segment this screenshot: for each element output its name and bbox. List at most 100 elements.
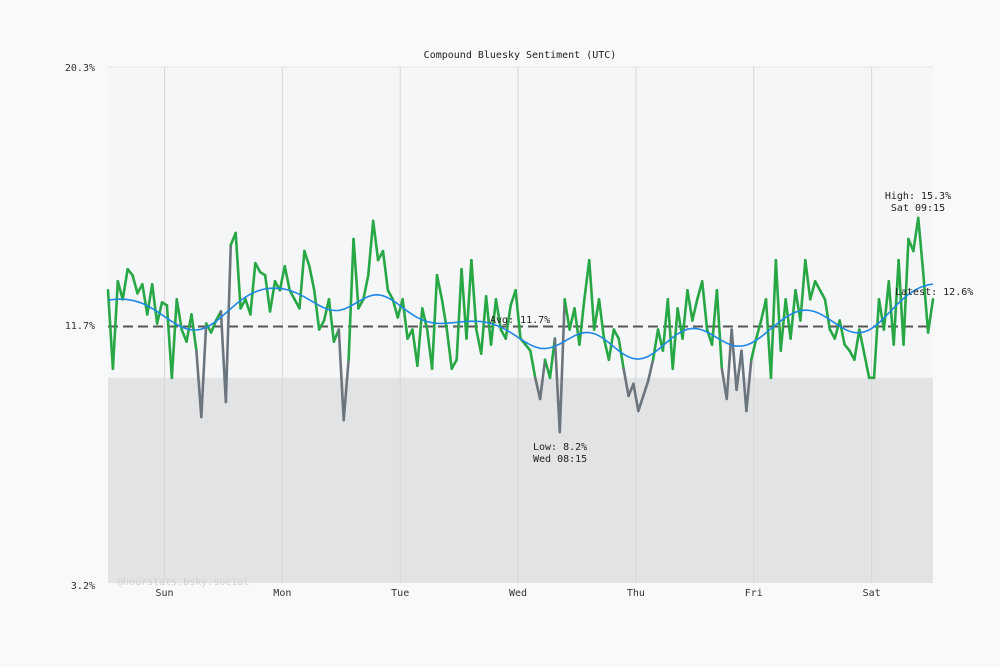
series-segment [912, 216, 920, 253]
series-segment [479, 295, 488, 355]
series-segment [597, 298, 606, 340]
series-segment [804, 258, 812, 301]
series-segment [558, 298, 566, 434]
x-tick-label: Mon [273, 588, 291, 599]
series-segment [504, 304, 512, 340]
series-segment [592, 298, 601, 331]
series-segment [381, 249, 390, 292]
chart-title: Compound Bluesky Sentiment (UTC) [424, 50, 617, 61]
series-segment [312, 288, 321, 331]
series-segment [617, 337, 625, 371]
negative-band [108, 377, 933, 583]
low-label: Low: 8.2% [533, 442, 587, 453]
series-segment [190, 313, 198, 352]
series-segment [916, 216, 925, 274]
series-segment [902, 237, 910, 346]
trend-line [107, 283, 934, 360]
series-segment [754, 319, 763, 340]
series-segment [337, 328, 346, 422]
series-segment [352, 237, 360, 310]
series-segment [366, 219, 375, 277]
x-axis: Sun Mon Tue Wed Thu Fri Sat [155, 588, 880, 599]
y-axis: 20.3% 11.7% 3.2% [65, 63, 95, 592]
high-time-label: Sat 09:15 [891, 203, 945, 214]
series-segment [131, 273, 139, 295]
series-segment [578, 298, 586, 346]
series-segment [308, 264, 316, 292]
series-segment [882, 279, 891, 331]
series-segment [725, 328, 733, 401]
series-segment [926, 298, 935, 334]
series-segment [897, 258, 905, 346]
series-segment [671, 307, 679, 371]
series-segment [234, 231, 242, 310]
series-segment [303, 249, 311, 268]
series-segment [489, 298, 498, 346]
series-segment [386, 288, 395, 301]
series-segment [745, 358, 753, 413]
series-segment [641, 379, 650, 398]
series-segment [327, 298, 336, 343]
series-segment [263, 273, 272, 313]
x-tick-label: Tue [391, 588, 409, 599]
series-segment [362, 273, 370, 301]
sentiment-series [106, 216, 935, 434]
watermark: @hourstats.bsky.social [117, 577, 249, 588]
series-segment [145, 282, 154, 316]
series-segment [853, 328, 861, 362]
series-segment [862, 352, 871, 380]
series-segment [892, 258, 900, 346]
x-tick-label: Thu [627, 588, 645, 599]
series-segment [150, 282, 159, 325]
x-tick-label: Fri [745, 588, 763, 599]
series-segment [165, 304, 174, 380]
series-segment [538, 358, 547, 401]
series-segment [317, 319, 326, 331]
series-segment [298, 249, 306, 310]
series-segment [887, 279, 896, 346]
series-segment [288, 288, 296, 301]
series-segment [691, 298, 699, 322]
y-tick-label: 20.3% [65, 63, 95, 74]
series-segment [877, 298, 886, 331]
series-segment [342, 358, 350, 422]
series-segment [455, 267, 463, 362]
series-segment [170, 298, 179, 380]
avg-label: Avg: 11.7% [490, 315, 550, 326]
series-segment [111, 279, 120, 371]
series-segment [514, 288, 522, 340]
series-segment [921, 270, 930, 334]
series-segment [224, 243, 233, 404]
latest-label: Latest: 12.6% [895, 287, 973, 298]
y-tick-label: 11.7% [65, 321, 95, 332]
y-tick-label: 3.2% [71, 581, 95, 592]
series-segment [813, 279, 822, 292]
series-segment [676, 307, 684, 340]
series-segment [268, 279, 277, 313]
series-segment [195, 349, 203, 419]
series-segment [686, 288, 694, 322]
series-segment [833, 319, 841, 340]
series-segment [200, 322, 208, 419]
series-segment [204, 322, 213, 334]
high-label: High: 15.3% [885, 191, 951, 202]
series-segment [391, 298, 400, 319]
series-segment [622, 367, 630, 398]
series-segment [470, 258, 478, 331]
x-tick-label: Wed [509, 588, 527, 599]
series-segment [700, 279, 709, 331]
series-segment [401, 298, 409, 340]
series-segment [254, 261, 262, 274]
series-segment [646, 358, 655, 383]
series-segment [283, 264, 291, 292]
series-segment [632, 382, 640, 413]
series-segment [750, 337, 758, 362]
series-segment [484, 295, 493, 346]
series-segment [808, 279, 817, 301]
series-segment [563, 298, 571, 331]
series-segment [573, 307, 581, 346]
series-segment [764, 298, 773, 380]
series-segment [769, 258, 778, 380]
series-segment [347, 237, 355, 362]
